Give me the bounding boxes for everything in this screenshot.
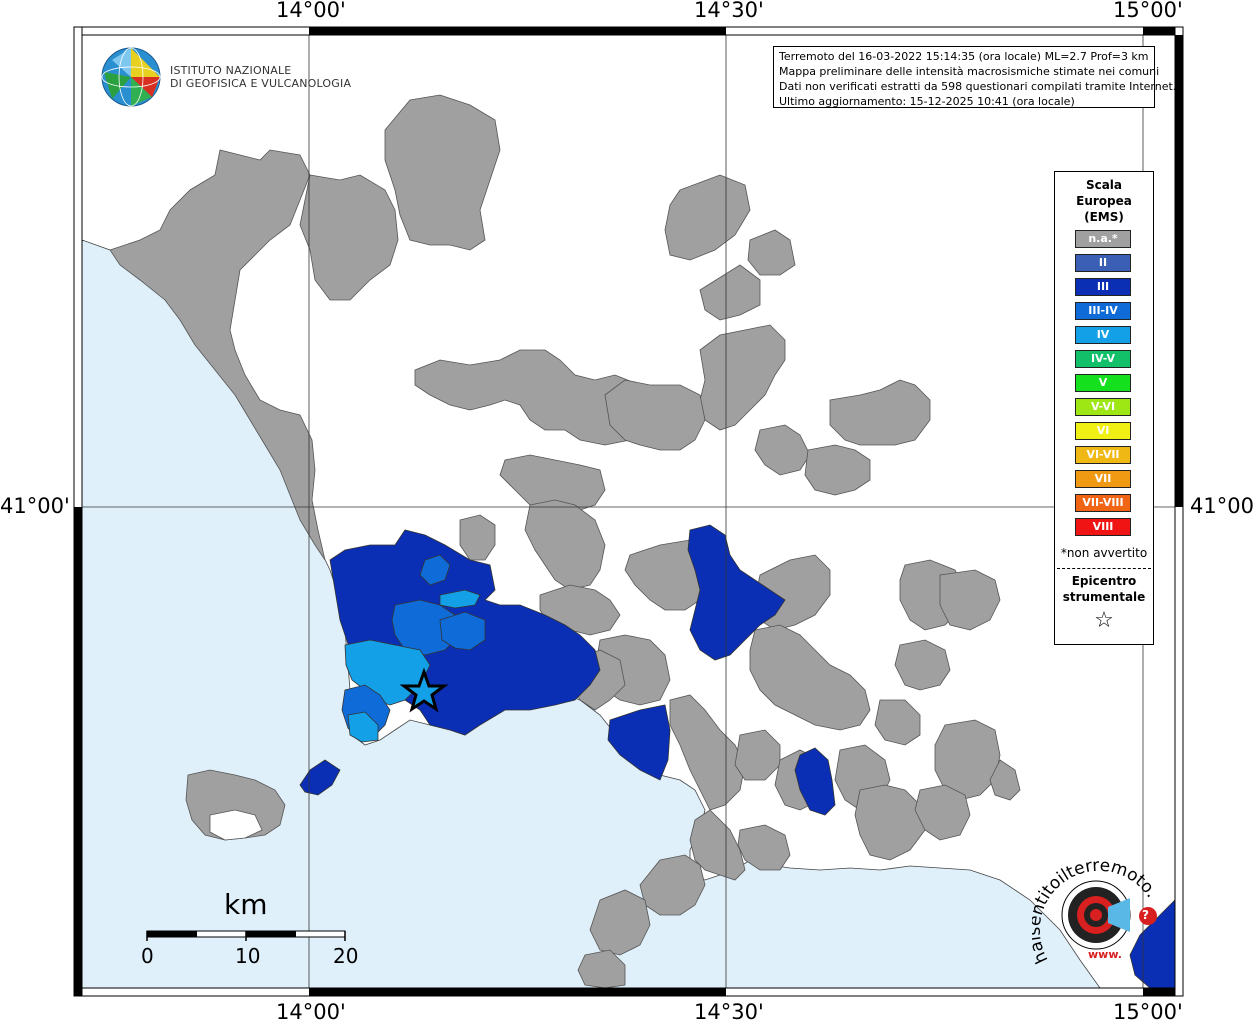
map-frame xyxy=(73,26,1184,997)
haisentito-question: ? xyxy=(1142,908,1149,922)
ems-legend: Scala Europea (EMS) n.a.* II III III-IV IV IV… xyxy=(1054,171,1154,645)
scale-tick-10: 10 xyxy=(235,944,261,968)
legend-title-line1: Scala xyxy=(1085,178,1123,192)
coord-bottom-1500: 15°00' xyxy=(1113,1000,1183,1024)
ingv-logo-line2: DI GEOFISICA E VULCANOLOGIA xyxy=(170,77,352,90)
legend-item: IV-V xyxy=(1075,350,1131,368)
legend-item: III xyxy=(1075,278,1131,296)
haisentito-logo-icon xyxy=(1061,880,1157,950)
legend-item: V xyxy=(1075,374,1131,392)
coord-right-4100: 41°00' xyxy=(1190,494,1256,518)
legend-epicenter-title: Epicentro strumentale xyxy=(1055,573,1153,605)
legend-epicenter-line1: Epicentro xyxy=(1071,574,1137,588)
legend-item: VII xyxy=(1075,470,1131,488)
legend-item: VI xyxy=(1075,422,1131,440)
legend-item: IV xyxy=(1075,326,1131,344)
event-info-line3: Dati non verificati estratti da 598 ques… xyxy=(779,80,1177,93)
event-info-line1: Terremoto del 16-03-2022 15:14:35 (ora l… xyxy=(779,50,1149,63)
legend-item: III-IV xyxy=(1075,302,1131,320)
coord-top-1400: 14°00' xyxy=(276,0,346,22)
municipalities-na xyxy=(109,94,1021,988)
event-info-box: Terremoto del 16-03-2022 15:14:35 (ora l… xyxy=(773,46,1177,108)
legend-item: II xyxy=(1075,254,1131,272)
haisentito-brand: haisentitoilterremoto.it www. ? xyxy=(1025,845,1162,970)
legend-title-line3: (EMS) xyxy=(1084,210,1124,224)
legend-title-line2: Europea xyxy=(1076,194,1132,208)
legend-separator xyxy=(1057,568,1151,569)
haisentito-www: www. xyxy=(1088,948,1122,961)
ingv-logo-line1: ISTITUTO NAZIONALE xyxy=(170,64,292,77)
scale-tick-20: 20 xyxy=(333,944,359,968)
coord-left-4100: 41°00' xyxy=(0,494,70,518)
epicenter-star-icon xyxy=(399,667,449,713)
legend-title: Scala Europea (EMS) xyxy=(1055,177,1153,225)
scale-tick-0: 0 xyxy=(141,944,154,968)
legend-item: VI-VII xyxy=(1075,446,1131,464)
scale-unit-label: km xyxy=(224,888,268,921)
event-info-line2: Mappa preliminare delle intensità macros… xyxy=(779,65,1160,78)
legend-item: V-VI xyxy=(1075,398,1131,416)
coord-bottom-1430: 14°30' xyxy=(694,1000,764,1024)
legend-note: *non avvertito xyxy=(1060,546,1148,560)
legend-item: VIII xyxy=(1075,518,1131,536)
legend-item: n.a.* xyxy=(1075,230,1131,248)
coord-top-1430: 14°30' xyxy=(694,0,764,22)
felt-intensity-areas xyxy=(299,524,1175,988)
ingv-logo-icon xyxy=(101,47,161,107)
coord-bottom-1400: 14°00' xyxy=(276,1000,346,1024)
coord-top-1500: 15°00' xyxy=(1113,0,1183,22)
ingv-logo-text: ISTITUTO NAZIONALE DI GEOFISICA E VULCAN… xyxy=(170,64,351,90)
legend-item: VII-VIII xyxy=(1075,494,1131,512)
legend-star-icon: ☆ xyxy=(1094,608,1114,633)
scale-bar xyxy=(146,930,346,941)
legend-epicenter-line2: strumentale xyxy=(1062,590,1146,604)
event-info-line4: Ultimo aggiornamento: 15-12-2025 10:41 (… xyxy=(779,95,1075,108)
